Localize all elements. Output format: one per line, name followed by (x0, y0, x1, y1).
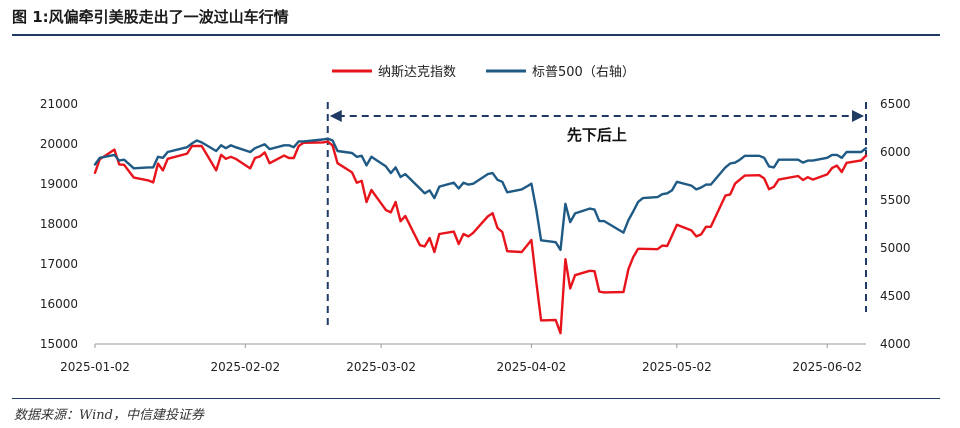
series-line-sp500 (93, 137, 868, 252)
y-left-tick-label: 18000 (40, 217, 78, 231)
x-tick-label: 2025-03-02 (346, 360, 416, 374)
y-right-tick-label: 4000 (880, 337, 911, 351)
x-tick-label: 2025-05-02 (642, 360, 712, 374)
y-left-tick-label: 16000 (40, 297, 78, 311)
right-y-axis: 4000 4500 5000 5500 6000 6500 (880, 97, 911, 351)
y-right-tick-label: 5000 (880, 241, 911, 255)
x-tick-label: 2025-01-02 (60, 360, 130, 374)
left-y-axis: 15000 16000 17000 18000 19000 20000 21000 (40, 97, 78, 351)
y-right-tick-label: 5500 (880, 193, 911, 207)
legend: 纳斯达克指数 标普500（右轴） (332, 65, 635, 80)
x-tick-label: 2025-04-02 (497, 360, 567, 374)
x-tick-label: 2025-06-02 (792, 360, 862, 374)
x-axis: 2025-01-02 2025-02-02 2025-03-02 2025-04-02… (60, 344, 862, 374)
annotation-arrow-right-head (852, 110, 864, 122)
y-right-tick-label: 4500 (880, 289, 911, 303)
bottom-rule (12, 398, 940, 399)
y-left-tick-label: 21000 (40, 97, 78, 111)
x-tick-label: 2025-02-02 (210, 360, 280, 374)
y-left-tick-label: 17000 (40, 257, 78, 271)
series-line-nasdaq (93, 140, 868, 335)
line-chart: 纳斯达克指数 标普500（右轴） 15000 16000 17000 18000 190… (40, 65, 911, 374)
y-right-tick-label: 6500 (880, 97, 911, 111)
y-left-tick-label: 15000 (40, 337, 78, 351)
figure-title: 图 1:风偏牵引美股走出了一波过山车行情 (12, 8, 289, 26)
annotation-label: 先下后上 (567, 126, 627, 144)
top-rule (12, 34, 940, 36)
series-group (93, 137, 868, 335)
annotation-arrow-left-head (329, 110, 342, 122)
legend-label-nasdaq: 纳斯达克指数 (378, 65, 456, 80)
legend-label-sp500: 标普500（右轴） (532, 65, 635, 80)
y-left-tick-label: 19000 (40, 177, 78, 191)
y-right-tick-label: 6000 (880, 145, 911, 159)
y-left-tick-label: 20000 (40, 137, 78, 151)
source-note: 数据来源：Wind，中信建投证券 (14, 408, 204, 423)
